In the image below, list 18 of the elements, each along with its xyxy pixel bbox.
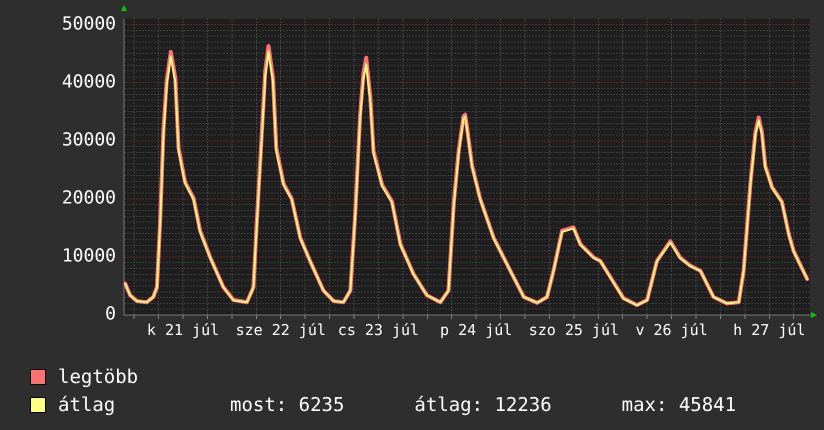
y-tick-label: 50000 bbox=[62, 13, 116, 34]
x-tick-label: p 24 júl bbox=[440, 320, 512, 339]
y-tick-label: 30000 bbox=[62, 129, 116, 150]
y-tick-label: 40000 bbox=[62, 71, 116, 92]
y-tick-label: 0 bbox=[105, 304, 116, 325]
x-tick-label: cs 23 júl bbox=[338, 320, 420, 339]
text: átlag: 12236 bbox=[414, 394, 552, 416]
x-tick-label: sze 22 júl bbox=[236, 320, 326, 339]
text: most: 6235 bbox=[230, 394, 344, 416]
legend-label: legtöbb bbox=[58, 366, 140, 388]
x-tick-label: k 21 júl bbox=[146, 320, 220, 339]
legend-label: átlag bbox=[58, 394, 116, 416]
x-tick-label: szo 25 júl bbox=[528, 320, 620, 339]
y-tick-label: 10000 bbox=[62, 246, 116, 267]
x-tick-label: h 27 júl bbox=[733, 320, 806, 339]
y-tick-label: 20000 bbox=[62, 188, 116, 209]
text: max: 45841 bbox=[622, 394, 736, 416]
x-tick-label: v 26 júl bbox=[635, 320, 708, 339]
